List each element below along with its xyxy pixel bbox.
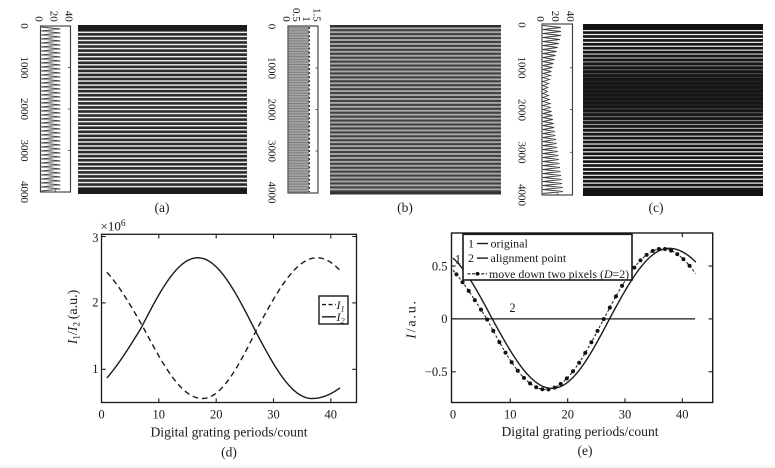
- svg-text:0: 0: [98, 408, 104, 422]
- svg-text:2: 2: [509, 301, 515, 315]
- svg-text:30: 30: [619, 408, 632, 422]
- svg-text:(d): (d): [221, 445, 237, 460]
- svg-text:I/a.u.: I/a.u.: [405, 299, 420, 340]
- svg-text:0: 0: [534, 16, 546, 22]
- svg-text:4000: 4000: [266, 182, 278, 205]
- svg-text:move down two pixels (D=2): move down two pixels (D=2): [489, 267, 629, 281]
- svg-text:(e): (e): [578, 443, 593, 458]
- svg-text:1: 1: [300, 16, 312, 22]
- svg-text:alignment point: alignment point: [491, 251, 567, 265]
- svg-text:Digital grating periods/count: Digital grating periods/count: [501, 424, 658, 439]
- svg-text:I1/I2 (a.u.): I1/I2 (a.u.): [66, 289, 82, 345]
- svg-text:1: 1: [468, 237, 474, 251]
- svg-text:20: 20: [47, 11, 59, 23]
- svg-text:1000: 1000: [516, 57, 528, 80]
- svg-text:0.5: 0.5: [432, 259, 448, 273]
- svg-text:0: 0: [266, 24, 278, 30]
- svg-text:×106: ×106: [101, 219, 126, 234]
- svg-text:2000: 2000: [18, 98, 30, 121]
- svg-text:0: 0: [32, 16, 44, 22]
- svg-text:40: 40: [325, 408, 338, 422]
- svg-text:I1: I1: [336, 298, 345, 314]
- svg-text:Digital grating periods/count: Digital grating periods/count: [150, 425, 307, 440]
- svg-text:40: 40: [564, 11, 576, 23]
- svg-text:I2: I2: [336, 310, 346, 326]
- svg-text:4000: 4000: [516, 184, 528, 207]
- svg-text:3000: 3000: [18, 140, 30, 163]
- svg-text:10: 10: [153, 408, 166, 422]
- svg-text:10: 10: [504, 408, 517, 422]
- svg-text:20: 20: [549, 11, 561, 23]
- svg-text:2000: 2000: [266, 99, 278, 122]
- svg-text:0.5: 0.5: [290, 8, 302, 22]
- svg-text:1: 1: [455, 253, 461, 267]
- svg-text:20: 20: [210, 408, 223, 422]
- svg-text:1000: 1000: [18, 57, 30, 80]
- svg-text:3: 3: [92, 231, 98, 245]
- svg-text:40: 40: [676, 408, 689, 422]
- svg-text:0: 0: [18, 23, 30, 29]
- svg-text:(b): (b): [397, 200, 413, 215]
- svg-text:0: 0: [516, 22, 528, 28]
- svg-text:1: 1: [92, 362, 98, 376]
- svg-text:2: 2: [92, 296, 98, 310]
- svg-text:30: 30: [267, 408, 280, 422]
- svg-text:40: 40: [62, 11, 74, 23]
- svg-text:original: original: [491, 237, 529, 251]
- svg-text:3000: 3000: [516, 142, 528, 165]
- svg-text:2000: 2000: [516, 99, 528, 122]
- svg-text:0: 0: [280, 16, 292, 22]
- svg-text:4000: 4000: [18, 181, 30, 204]
- svg-text:(c): (c): [649, 200, 664, 215]
- svg-text:1000: 1000: [266, 57, 278, 80]
- svg-text:0: 0: [441, 312, 447, 326]
- svg-text:0: 0: [450, 408, 456, 422]
- svg-text:3000: 3000: [266, 140, 278, 163]
- svg-text:−0.5: −0.5: [425, 365, 448, 379]
- svg-text:(a): (a): [155, 200, 170, 215]
- svg-text:20: 20: [561, 408, 574, 422]
- svg-text:2: 2: [468, 251, 474, 265]
- svg-text:1.5: 1.5: [310, 8, 322, 22]
